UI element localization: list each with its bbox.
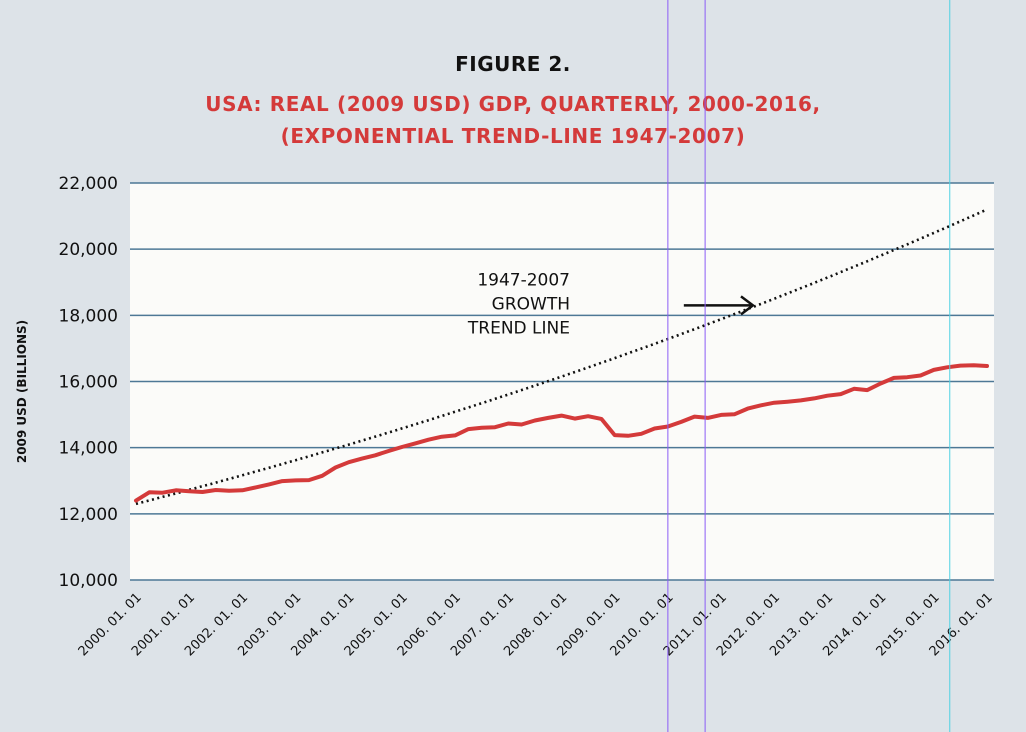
y-tick-label: 16,000 xyxy=(59,373,118,393)
figure-label: FIGURE 2. xyxy=(455,52,571,76)
y-axis-ticks: 10,000 12,000 14,000 16,000 18,000 20,000 22,0… xyxy=(59,174,118,591)
gridlines xyxy=(130,182,994,581)
annotation-line-2: GROWTH xyxy=(492,294,570,314)
y-tick-label: 10,000 xyxy=(59,571,118,591)
trend-annotation: 1947-2007 GROWTH TREND LINE xyxy=(467,270,756,338)
reference-lines xyxy=(667,0,951,732)
annotation-arrow-head xyxy=(740,295,756,316)
y-tick-label: 14,000 xyxy=(59,439,118,459)
annotation-line-1: 1947-2007 xyxy=(477,270,570,290)
chart-title-line-1: USA: REAL (2009 USD) GDP, QUARTERLY, 200… xyxy=(205,92,821,116)
y-tick-label: 20,000 xyxy=(59,240,118,260)
y-tick-label: 12,000 xyxy=(59,505,118,525)
y-axis-label: 2009 USD (BILLIONS) xyxy=(15,320,29,463)
y-tick-label: 22,000 xyxy=(59,174,118,194)
gdp-series-line xyxy=(134,363,989,503)
annotation-line-3: TREND LINE xyxy=(467,318,570,338)
y-tick-label: 18,000 xyxy=(59,306,118,326)
